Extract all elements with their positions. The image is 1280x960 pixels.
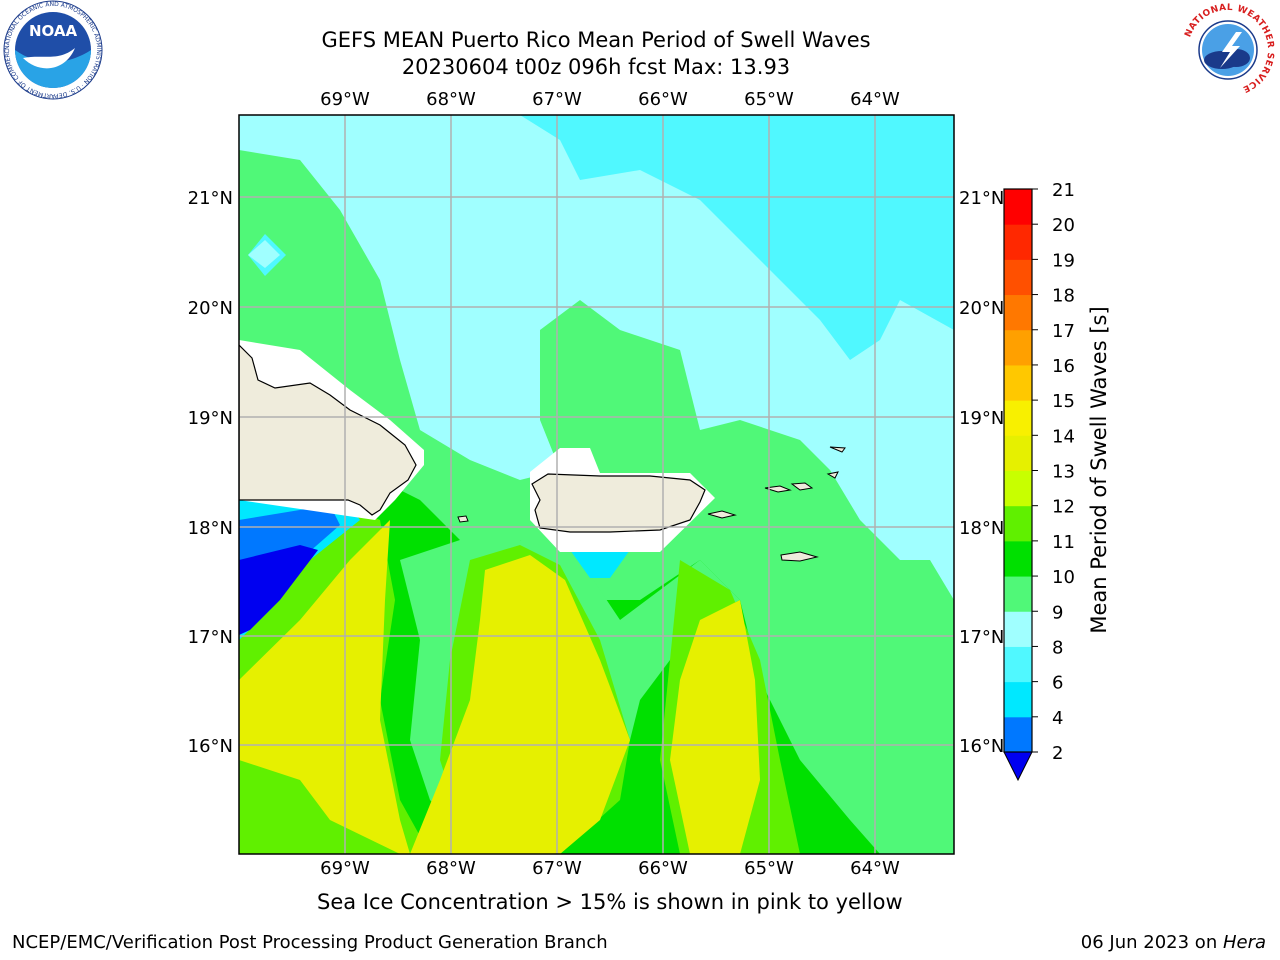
colorbar-segment (1004, 611, 1032, 647)
colorbar-extend-arrow (1003, 751, 1033, 782)
footer-credit: NCEP/EMC/Verification Post Processing Pr… (12, 932, 608, 953)
footer-date-text: 06 Jun 2023 on (1080, 932, 1223, 953)
colorbar-tick-label: 20 (1052, 215, 1075, 236)
swell-band-13s-central (410, 555, 630, 854)
swell-band-11s-southwest (239, 760, 400, 854)
colorbar-tick-label: 14 (1052, 426, 1075, 447)
hispaniola-land (239, 344, 417, 516)
nws-logo-icon: NATIONAL WEATHER SERVICE (1179, 1, 1277, 99)
colorbar-tick-label: 10 (1052, 567, 1075, 588)
lat-label-left: 21°N (188, 188, 233, 209)
sea-ice-caption: Sea Ice Concentration > 15% is shown in … (317, 890, 903, 914)
lon-label-bottom: 67°W (532, 858, 582, 879)
lat-label-right: 17°N (959, 627, 1004, 648)
vieques-island (707, 510, 737, 519)
lat-label-left: 16°N (188, 736, 233, 757)
colorbar-tick-label: 6 (1052, 673, 1063, 694)
colorbar-tick-label: 9 (1052, 602, 1063, 623)
colorbar-tick-label: 18 (1052, 286, 1075, 307)
map-frame (238, 114, 955, 855)
lon-label-bottom: 64°W (850, 858, 900, 879)
lat-label-left: 17°N (188, 627, 233, 648)
colorbar-tick-label: 19 (1052, 250, 1075, 271)
lon-label-bottom: 66°W (638, 858, 688, 879)
map-title: GEFS MEAN Puerto Rico Mean Period of Swe… (321, 28, 871, 52)
colorbar-label: Mean Period of Swell Waves [s] (1087, 306, 1111, 633)
footer-host: Hera (1222, 932, 1266, 953)
lon-label-bottom: 65°W (744, 858, 794, 879)
footer-date: 06 Jun 2023 on Hera (1081, 932, 1266, 953)
colorbar-segment (1004, 435, 1032, 471)
swell-band-13s-east (670, 600, 760, 854)
colorbar-tick-label: 4 (1052, 708, 1063, 729)
st-croix-island (780, 551, 819, 562)
colorbar-tick-label: 15 (1052, 391, 1075, 412)
lon-label-top: 66°W (638, 89, 688, 110)
colorbar-segment (1004, 716, 1032, 753)
colorbar-tick-label: 21 (1052, 180, 1075, 201)
map-subtitle: 20230604 t00z 096h fcst Max: 13.93 (401, 55, 791, 79)
colorbar-segment (1004, 294, 1032, 331)
colorbar-segment (1004, 505, 1032, 542)
colorbar-tick-label: 8 (1052, 637, 1063, 658)
lat-label-left: 19°N (188, 408, 233, 429)
lat-label-right: 21°N (959, 188, 1004, 209)
lon-label-bottom: 68°W (426, 858, 476, 879)
colorbar-segment (1004, 540, 1032, 577)
lon-label-top: 67°W (532, 89, 582, 110)
lat-label-right: 19°N (959, 408, 1004, 429)
mona-island (457, 515, 469, 523)
colorbar-segment (1004, 400, 1032, 436)
swell-patch-west-inner (248, 240, 280, 268)
lat-label-right: 16°N (959, 736, 1004, 757)
colorbar-segment (1004, 470, 1032, 507)
colorbar-segment (1004, 329, 1032, 366)
colorbar-tick-label: 13 (1052, 462, 1075, 483)
lat-label-left: 20°N (188, 298, 233, 319)
colorbar-tick-label: 17 (1052, 321, 1075, 342)
swell-band-2s (239, 545, 318, 635)
lon-label-top: 65°W (744, 89, 794, 110)
swell-band-8s-north (520, 115, 954, 360)
lon-label-bottom: 69°W (320, 858, 370, 879)
colorbar-segment (1004, 259, 1032, 296)
virgin-islands (764, 446, 846, 493)
lat-label-right: 18°N (959, 518, 1004, 539)
noaa-logo-text: NOAA (29, 22, 78, 40)
gridlines (239, 115, 954, 854)
lon-label-top: 68°W (426, 89, 476, 110)
swell-band-13s-west (239, 520, 410, 854)
colorbar-tick-label: 2 (1052, 743, 1063, 764)
colorbar-segment (1004, 189, 1032, 225)
colorbar: 2 4 6 8 9 10 11 12 13 14 15 16 17 18 19 20 21 (1003, 180, 1075, 782)
colorbar-tick-label: 12 (1052, 497, 1075, 518)
colorbar-segment (1004, 646, 1032, 683)
colorbar-segment (1004, 681, 1032, 718)
colorbar-tick-label: 16 (1052, 356, 1075, 377)
colorbar-segment (1004, 364, 1032, 401)
puerto-rico-land (531, 473, 706, 533)
noaa-logo-icon: NATIONAL OCEANIC AND ATMOSPHERIC ADMINIS… (3, 0, 103, 100)
colorbar-segment (1004, 576, 1032, 612)
lon-label-top: 64°W (850, 89, 900, 110)
swell-pocket-south-pr (570, 550, 630, 578)
lon-label-top: 69°W (320, 89, 370, 110)
lat-label-left: 18°N (188, 518, 233, 539)
colorbar-segment (1004, 224, 1032, 260)
colorbar-tick-label: 11 (1052, 532, 1075, 553)
lat-label-right: 20°N (959, 298, 1004, 319)
